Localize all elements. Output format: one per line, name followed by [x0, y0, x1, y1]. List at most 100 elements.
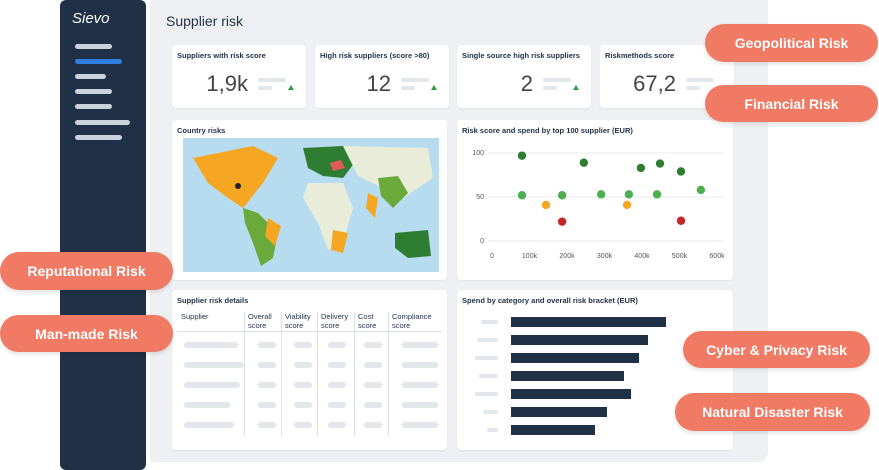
kpi-value: 67,2 — [633, 71, 676, 96]
placeholder — [402, 342, 438, 348]
placeholder — [184, 342, 238, 348]
scatter-card: Risk score and spend by top 100 supplier… — [457, 120, 733, 280]
point — [517, 151, 527, 160]
kpi-value: 1,9k — [206, 71, 248, 96]
point — [624, 190, 634, 199]
decoration — [75, 89, 112, 94]
point — [596, 190, 606, 199]
decoration — [395, 230, 431, 258]
decoration — [75, 104, 112, 109]
placeholder — [686, 86, 700, 90]
placeholder — [258, 86, 272, 90]
placeholder — [402, 422, 438, 428]
point — [579, 158, 589, 167]
placeholder — [294, 362, 312, 368]
decoration — [75, 74, 106, 79]
decoration — [303, 146, 358, 178]
column-header: Cost score — [358, 312, 377, 330]
placeholder — [402, 382, 438, 388]
point — [517, 191, 527, 200]
placeholder — [258, 78, 286, 82]
y-tick-label: 100 — [472, 150, 484, 157]
placeholder — [364, 402, 382, 408]
decoration — [366, 193, 378, 218]
trend-up — [431, 85, 437, 90]
risk-tag: Natural Disaster Risk — [675, 393, 870, 431]
decoration — [487, 428, 498, 432]
decoration — [235, 183, 241, 189]
x-tick-label: 400k — [634, 253, 650, 260]
card-title: Country risks — [177, 126, 226, 135]
decoration — [75, 44, 112, 49]
placeholder — [401, 86, 415, 90]
decoration — [511, 389, 631, 399]
placeholder — [402, 402, 438, 408]
decoration — [481, 320, 498, 324]
decoration — [479, 374, 498, 378]
card-title: Spend by category and overall risk brack… — [462, 296, 638, 305]
x-tick-label: 0 — [490, 253, 494, 260]
decoration — [193, 146, 278, 208]
risk-tag: Geopolitical Risk — [705, 24, 878, 62]
placeholder — [294, 342, 312, 348]
card-title: Supplier risk details — [177, 296, 249, 305]
risk-tag: Financial Risk — [705, 85, 878, 122]
placeholder — [258, 402, 276, 408]
y-tick-label: 50 — [476, 194, 484, 201]
placeholder — [328, 362, 346, 368]
placeholder — [364, 362, 382, 368]
column-divider — [244, 312, 245, 436]
decoration — [330, 160, 345, 171]
page-title: Supplier risk — [166, 13, 244, 29]
kpi-value: 12 — [366, 71, 391, 96]
placeholder — [543, 78, 571, 82]
placeholder — [364, 342, 382, 348]
column-header: Delivery score — [321, 312, 349, 330]
card-title: Risk score and spend by top 100 supplier… — [462, 126, 633, 135]
column-divider — [354, 312, 355, 436]
placeholder — [184, 382, 240, 388]
placeholder — [294, 382, 312, 388]
trend-up — [573, 85, 579, 90]
risk-tag: Reputational Risk — [0, 252, 173, 290]
decoration — [378, 176, 408, 208]
placeholder — [294, 422, 312, 428]
column-header: Viability score — [285, 312, 311, 330]
placeholder — [184, 422, 234, 428]
decoration — [511, 317, 666, 327]
placeholder — [258, 422, 276, 428]
map — [183, 138, 439, 272]
x-tick-label: 300k — [597, 253, 613, 260]
column-divider — [388, 312, 389, 436]
decoration — [511, 425, 595, 435]
placeholder — [328, 382, 346, 388]
decoration — [475, 356, 498, 360]
placeholder — [258, 362, 276, 368]
point — [636, 163, 646, 173]
decoration — [343, 146, 433, 198]
placeholder — [686, 78, 714, 82]
x-tick-label: 600k — [709, 253, 725, 260]
decoration — [265, 218, 281, 246]
decoration — [477, 338, 498, 342]
decoration — [483, 410, 498, 414]
decoration — [75, 59, 122, 64]
decoration — [511, 335, 648, 345]
kpi-title: Single source high risk suppliers — [462, 51, 580, 60]
decoration — [75, 135, 122, 140]
decoration — [511, 353, 639, 363]
column-header: Supplier — [181, 312, 209, 321]
y-tick-label: 0 — [480, 238, 484, 245]
placeholder — [402, 362, 438, 368]
scatter-chart: 0 50 100 0 100k 200k 300k 400k 500k 600k — [472, 150, 725, 260]
placeholder — [364, 382, 382, 388]
point — [541, 200, 551, 210]
kpi-title: Riskmethods score — [605, 51, 675, 60]
decoration — [243, 208, 278, 266]
risk-tag: Cyber & Privacy Risk — [683, 331, 870, 368]
point — [557, 191, 567, 200]
column-header: Compliance score — [392, 312, 432, 330]
kpi-title: Suppliers with risk score — [177, 51, 266, 60]
header-divider — [177, 331, 442, 332]
trend-up — [288, 85, 294, 90]
